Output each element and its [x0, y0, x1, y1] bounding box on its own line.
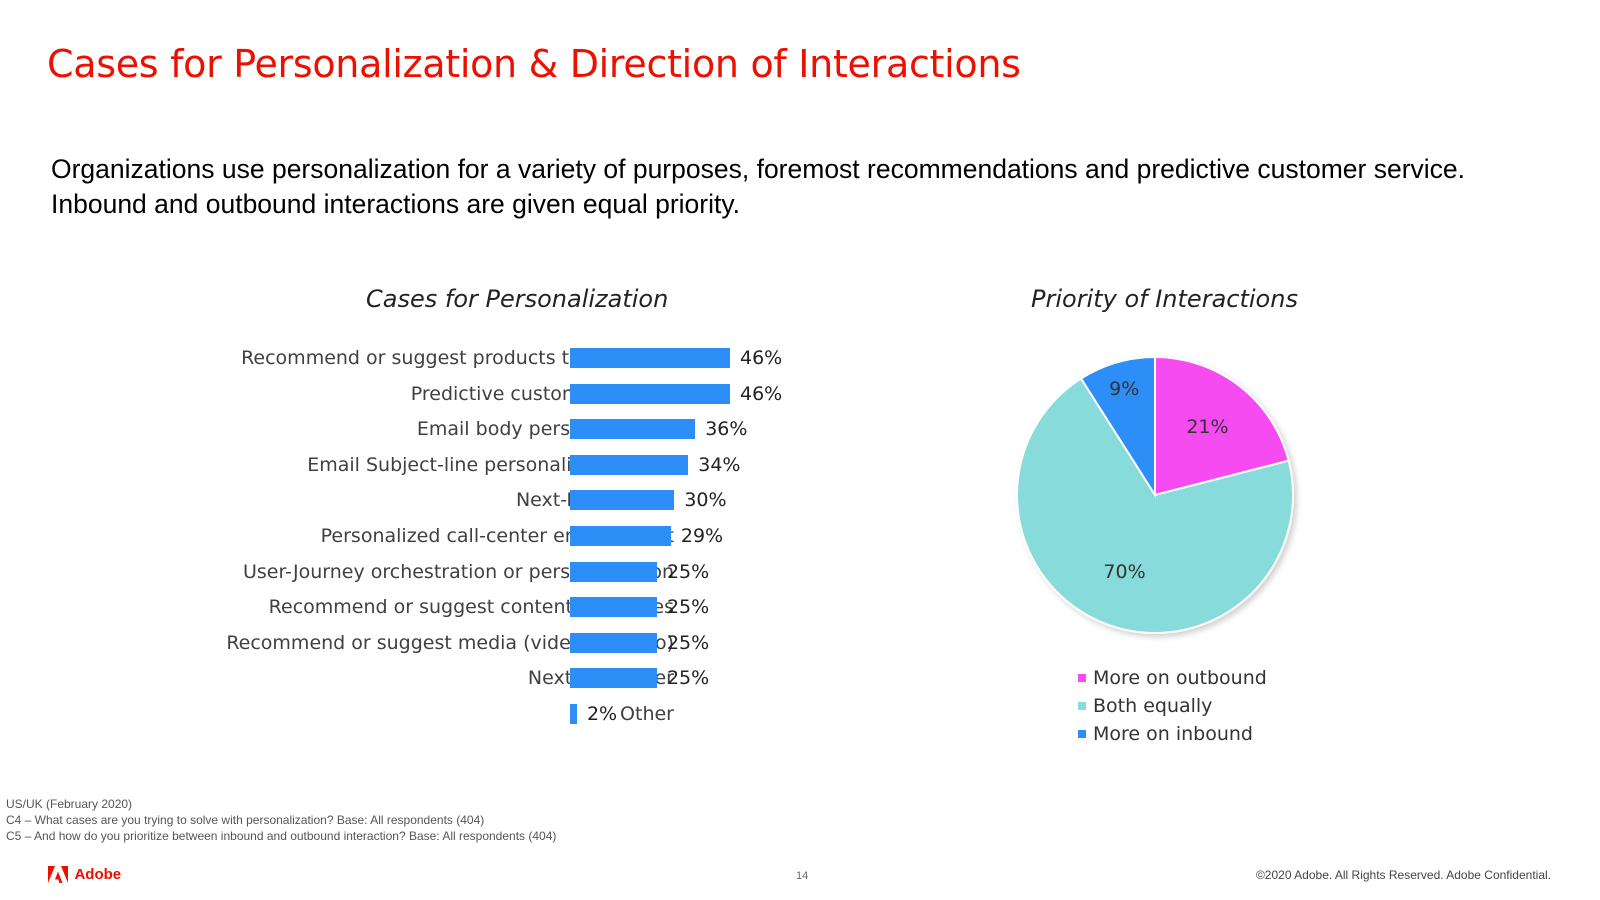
adobe-logo: Adobe: [48, 866, 121, 886]
bar-row: Recommend or suggest content or articles…: [120, 589, 740, 625]
bar-row: Next-Best Action30%: [120, 482, 740, 518]
footnotes: US/UK (February 2020) C4 – What cases ar…: [6, 796, 556, 844]
pie-value-label: 9%: [1109, 377, 1140, 400]
legend-label: More on inbound: [1093, 723, 1253, 745]
subtitle-line-2: Inbound and outbound interactions are gi…: [51, 189, 740, 219]
bar-row: User-Journey orchestration or personaliz…: [120, 554, 740, 590]
bar-value-label: 2%: [586, 703, 618, 725]
legend-label: Both equally: [1093, 695, 1213, 717]
bar: [570, 348, 730, 368]
bar-value-label: 46%: [740, 382, 783, 405]
subtitle: Organizations use personalization for a …: [51, 152, 1471, 222]
page-number: 14: [796, 870, 809, 882]
bar-row: Recommend or suggest products to purchas…: [120, 340, 782, 376]
footnote-c5: C5 – And how do you prioritize between i…: [6, 829, 557, 843]
page-title: Cases for Personalization & Direction of…: [47, 42, 1021, 86]
copyright-notice: ©2020 Adobe. All Rights Reserved. Adobe …: [1255, 868, 1551, 882]
pie-svg: [1016, 355, 1294, 634]
pie-value-label: 70%: [1103, 560, 1146, 583]
pie-slice: [1079, 355, 1156, 499]
priority-pie-chart: 21% 70% 9%: [1005, 345, 1305, 645]
bar: [570, 704, 577, 724]
legend-swatch: [1078, 673, 1086, 682]
bar-row: Predictive customer service 46%: [120, 376, 783, 412]
bar: [570, 526, 671, 546]
adobe-wordmark: Adobe: [74, 866, 122, 884]
bar-row: Personalized call-center engagement 29%: [120, 518, 740, 554]
bar: [570, 454, 689, 475]
bar-value-label: 36%: [705, 418, 748, 441]
pie-chart-title: Priority of Interactions: [1031, 285, 1298, 313]
bar-value-label: 30%: [684, 489, 727, 512]
bar-value-label: 46%: [740, 347, 783, 369]
bar: [570, 383, 730, 404]
bar-value-label: 29%: [680, 525, 724, 547]
bar: [570, 561, 657, 582]
footnote-source: US/UK (February 2020): [6, 797, 133, 811]
legend-label: More on outbound: [1093, 667, 1267, 689]
footnote-c4: C4 – What cases are you trying to solve …: [6, 813, 485, 827]
legend-item: More on outbound: [1078, 664, 1267, 692]
pie-slice: [1154, 355, 1290, 497]
bar-row: Email Subject-line personalization or… 34…: [120, 447, 740, 483]
subtitle-line-1: Organizations use personalization for a …: [51, 154, 1466, 184]
legend-swatch: [1078, 729, 1086, 738]
bar-row: Recommend or suggest media (video or aud…: [120, 625, 740, 661]
bar: [570, 668, 657, 689]
pie-slice: [1016, 377, 1294, 634]
bar-chart-title: Cases for Personalization: [366, 285, 669, 313]
legend-item: More on inbound: [1078, 720, 1267, 748]
cases-bar-chart: Recommend or suggest products to purchas…: [120, 340, 783, 745]
bar-row: Email body personalization 36%: [120, 411, 748, 447]
bar-value-label: 25%: [666, 560, 710, 583]
bar-row: Next-Best Offer25%: [120, 660, 740, 696]
bar-value-label: 25%: [666, 596, 710, 619]
bar-value-label: 25%: [666, 631, 710, 654]
pie-value-label: 21%: [1186, 416, 1229, 439]
bar-value-label: 34%: [698, 453, 741, 476]
bar: [570, 632, 657, 653]
adobe-logo-icon: [48, 866, 68, 884]
legend-swatch: [1078, 701, 1086, 710]
bar-value-label: 25%: [666, 667, 710, 690]
bar: [570, 597, 657, 618]
bar-row: Other 2%: [120, 696, 740, 732]
bar: [570, 419, 696, 440]
bar: [570, 490, 675, 511]
pie-legend: More on outbound Both equally More on inbo…: [1078, 664, 1267, 748]
legend-item: Both equally: [1078, 692, 1267, 720]
